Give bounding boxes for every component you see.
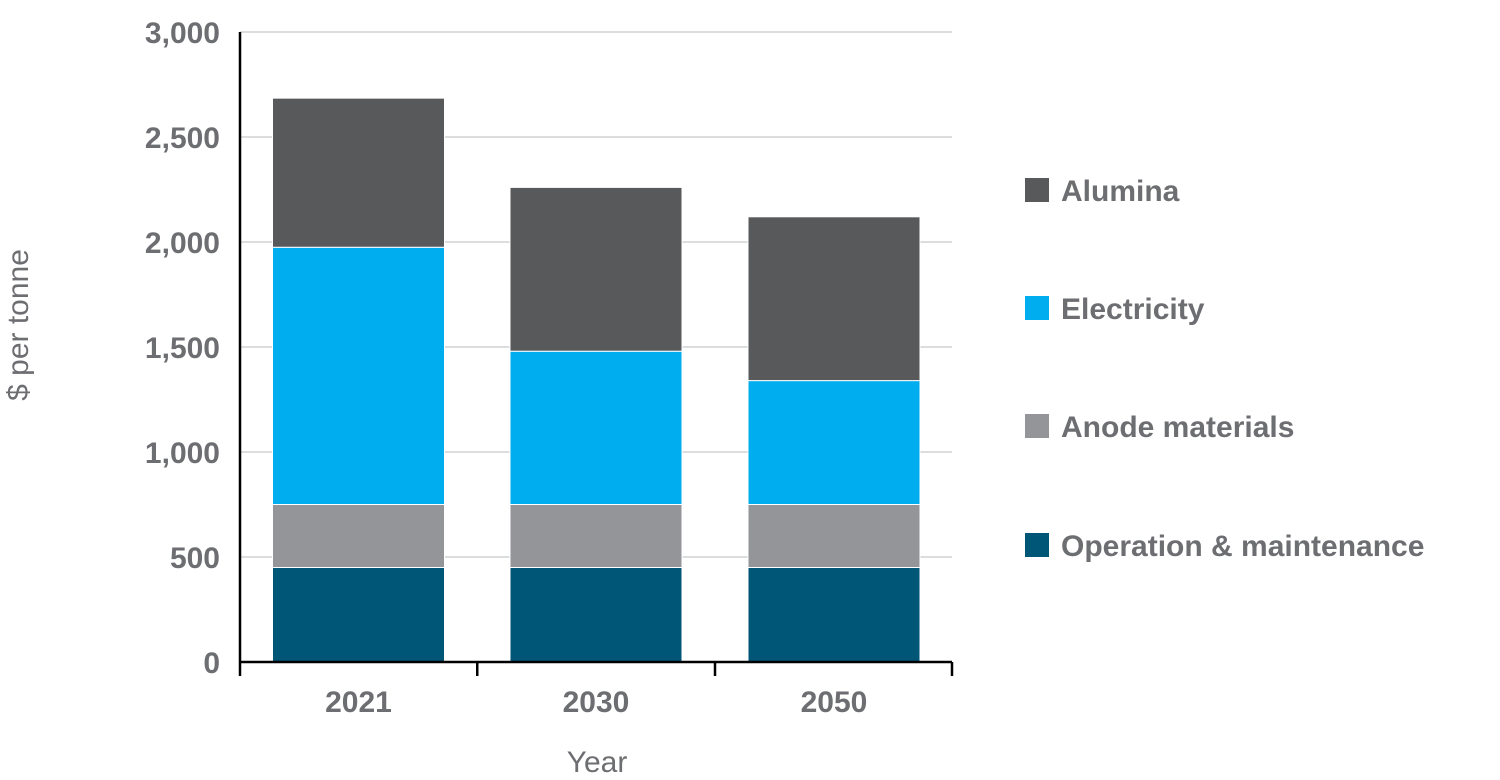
legend-swatch-anode-materials [1025, 414, 1049, 438]
legend-label-anode-materials: Anode materials [1061, 411, 1294, 444]
y-tick-label: 1,500 [145, 332, 220, 365]
y-tick-label: 1,000 [145, 437, 220, 470]
bars [272, 97, 921, 663]
axes [238, 32, 954, 676]
x-tick-label: 2050 [801, 686, 868, 719]
legend-label-electricity: Electricity [1061, 293, 1205, 326]
legend-swatch-electricity [1025, 296, 1049, 320]
bar-2021-electricity [272, 246, 445, 505]
y-axis-title: $ per tonne [2, 249, 35, 401]
legend: Alumina Electricity Anode materials Operati… [1025, 175, 1424, 563]
y-tick-label: 2,500 [145, 122, 220, 155]
legend-swatch-operation-maintenance [1025, 533, 1049, 557]
legend-label-alumina: Alumina [1061, 175, 1180, 208]
bar-2050-operation-maintenance [747, 567, 921, 663]
bar-2021-alumina [272, 97, 445, 248]
x-tick-label: 2030 [563, 686, 630, 719]
x-axis-title: Year [567, 746, 628, 779]
bar-2021-anode-materials [272, 504, 445, 568]
y-tick-label: 500 [170, 542, 220, 575]
legend-label-operation-maintenance: Operation & maintenance [1061, 530, 1424, 563]
bar-2050-electricity [747, 380, 921, 506]
bar-2050-alumina [747, 216, 921, 382]
bar-2050-anode-materials [747, 504, 921, 568]
y-tick-label: 2,000 [145, 227, 220, 260]
bar-2030-alumina [509, 186, 683, 352]
tick-labels: 0 500 1,000 1,500 2,000 2,500 3,000 2021 2030 205… [145, 17, 867, 719]
bar-2030-electricity [509, 350, 683, 506]
bar-2021-operation-maintenance [272, 567, 445, 663]
bar-2030-anode-materials [509, 504, 683, 568]
y-tick-label: 3,000 [145, 17, 220, 50]
bar-2030-operation-maintenance [509, 567, 683, 663]
legend-swatch-alumina [1025, 178, 1049, 202]
y-tick-label: 0 [203, 647, 220, 680]
x-tick-label: 2021 [325, 686, 392, 719]
